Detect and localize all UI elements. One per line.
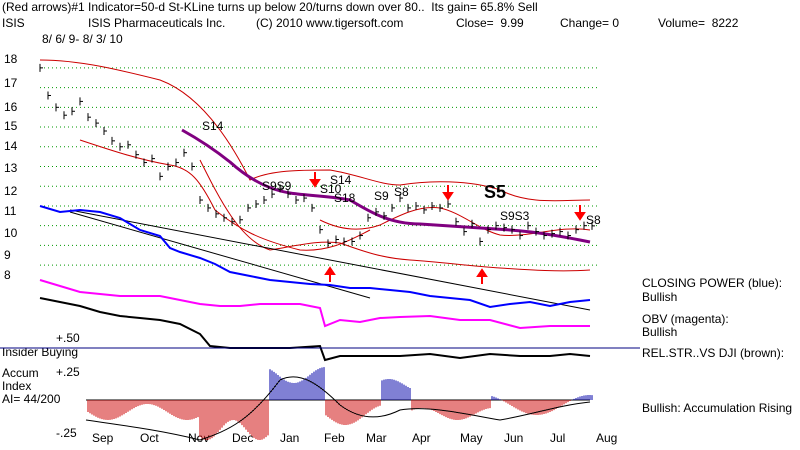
relative-strength-label: REL.STR..VS DJI (brown): [642, 346, 785, 360]
ticker-symbol: ISIS [2, 16, 25, 30]
mid-band-line [79, 139, 371, 251]
y-tick-label: 13 [4, 161, 18, 175]
y-tick-label: 11 [4, 204, 17, 218]
x-tick-label: Oct [140, 431, 159, 445]
y-tick-label: 10 [4, 226, 18, 240]
signal-s14: S14 [330, 173, 352, 187]
accum-label: Accum [2, 366, 39, 380]
accum-moving-average [85, 376, 591, 441]
ai-value: AI= 44/200 [2, 392, 61, 406]
y-tick-label: 9 [4, 248, 11, 262]
price-bars [39, 63, 595, 248]
volume-value: Volume= 8222 [658, 16, 739, 30]
plus-25-label: +.25 [56, 365, 80, 379]
lower-band-line [199, 159, 591, 272]
x-tick-label: Jan [280, 431, 300, 445]
signal-s8: S8 [394, 185, 409, 199]
x-tick-label: May [460, 431, 483, 445]
y-tick-label: 8 [4, 268, 11, 282]
closing-power-label: CLOSING POWER (blue): [642, 276, 783, 290]
inner-band-line [319, 206, 591, 236]
plus-50-label: +.50 [56, 331, 80, 345]
obv-status: Bullish [642, 325, 678, 339]
signal-s9s9: S9S9 [262, 179, 292, 193]
y-tick-label: 12 [4, 184, 18, 198]
x-tick-label: Sep [92, 431, 114, 445]
minus-25-label: -.25 [56, 426, 77, 440]
accumulation-status: Bullish: Accumulation Rising [642, 401, 793, 415]
index-label: Index [2, 379, 32, 393]
x-tick-label: Dec [232, 431, 254, 445]
closing-power-line [39, 205, 591, 309]
red-arrows [309, 172, 586, 284]
signal-s8: S8 [586, 213, 601, 227]
signal-s5: S5 [484, 182, 506, 202]
accumulation-histogram [87, 367, 593, 440]
upper-band-line [39, 59, 591, 202]
x-tick-label: Jun [504, 431, 524, 445]
change-value: Change= 0 [560, 16, 620, 30]
moving-average-line [181, 128, 591, 244]
y-tick-label: 14 [4, 139, 18, 153]
x-tick-label: Apr [412, 431, 431, 445]
close-value: Close= 9.99 [456, 16, 524, 30]
y-tick-label: 16 [4, 100, 18, 114]
company-name: ISIS Pharmaceuticals Inc. [88, 16, 226, 30]
x-tick-label: Feb [324, 431, 345, 445]
x-tick-label: Jul [550, 431, 566, 445]
indicator-description: (Red arrows)#1 Indicator=50-d St-KLine t… [2, 0, 538, 14]
trendline-1 [69, 209, 591, 311]
signal-s9s3: S9S3 [500, 209, 530, 223]
y-tick-label: 18 [4, 52, 18, 66]
closing-power-status: Bullish [642, 290, 678, 304]
x-tick-label: Aug [596, 431, 618, 445]
signal-s10: S10 [320, 182, 342, 196]
signal-s9: S9 [374, 189, 389, 203]
date-range: 8/ 6/ 9- 8/ 3/ 10 [42, 32, 123, 46]
x-tick-label: Mar [366, 431, 387, 445]
y-tick-label: 17 [4, 76, 18, 90]
obv-label: OBV (magenta): [642, 312, 729, 326]
obv-line [39, 279, 590, 330]
signals: S14 S9S9 S10 S14 S18 S9 S8 S5 S9S3 S8 [202, 119, 601, 227]
signal-s14: S14 [202, 119, 224, 133]
copyright-text: (C) 2010 www.tigersoft.com [256, 16, 404, 30]
y-tick-label: 15 [4, 119, 18, 133]
signal-s18: S18 [334, 191, 356, 205]
insider-buying-label: Insider Buying [2, 345, 79, 359]
